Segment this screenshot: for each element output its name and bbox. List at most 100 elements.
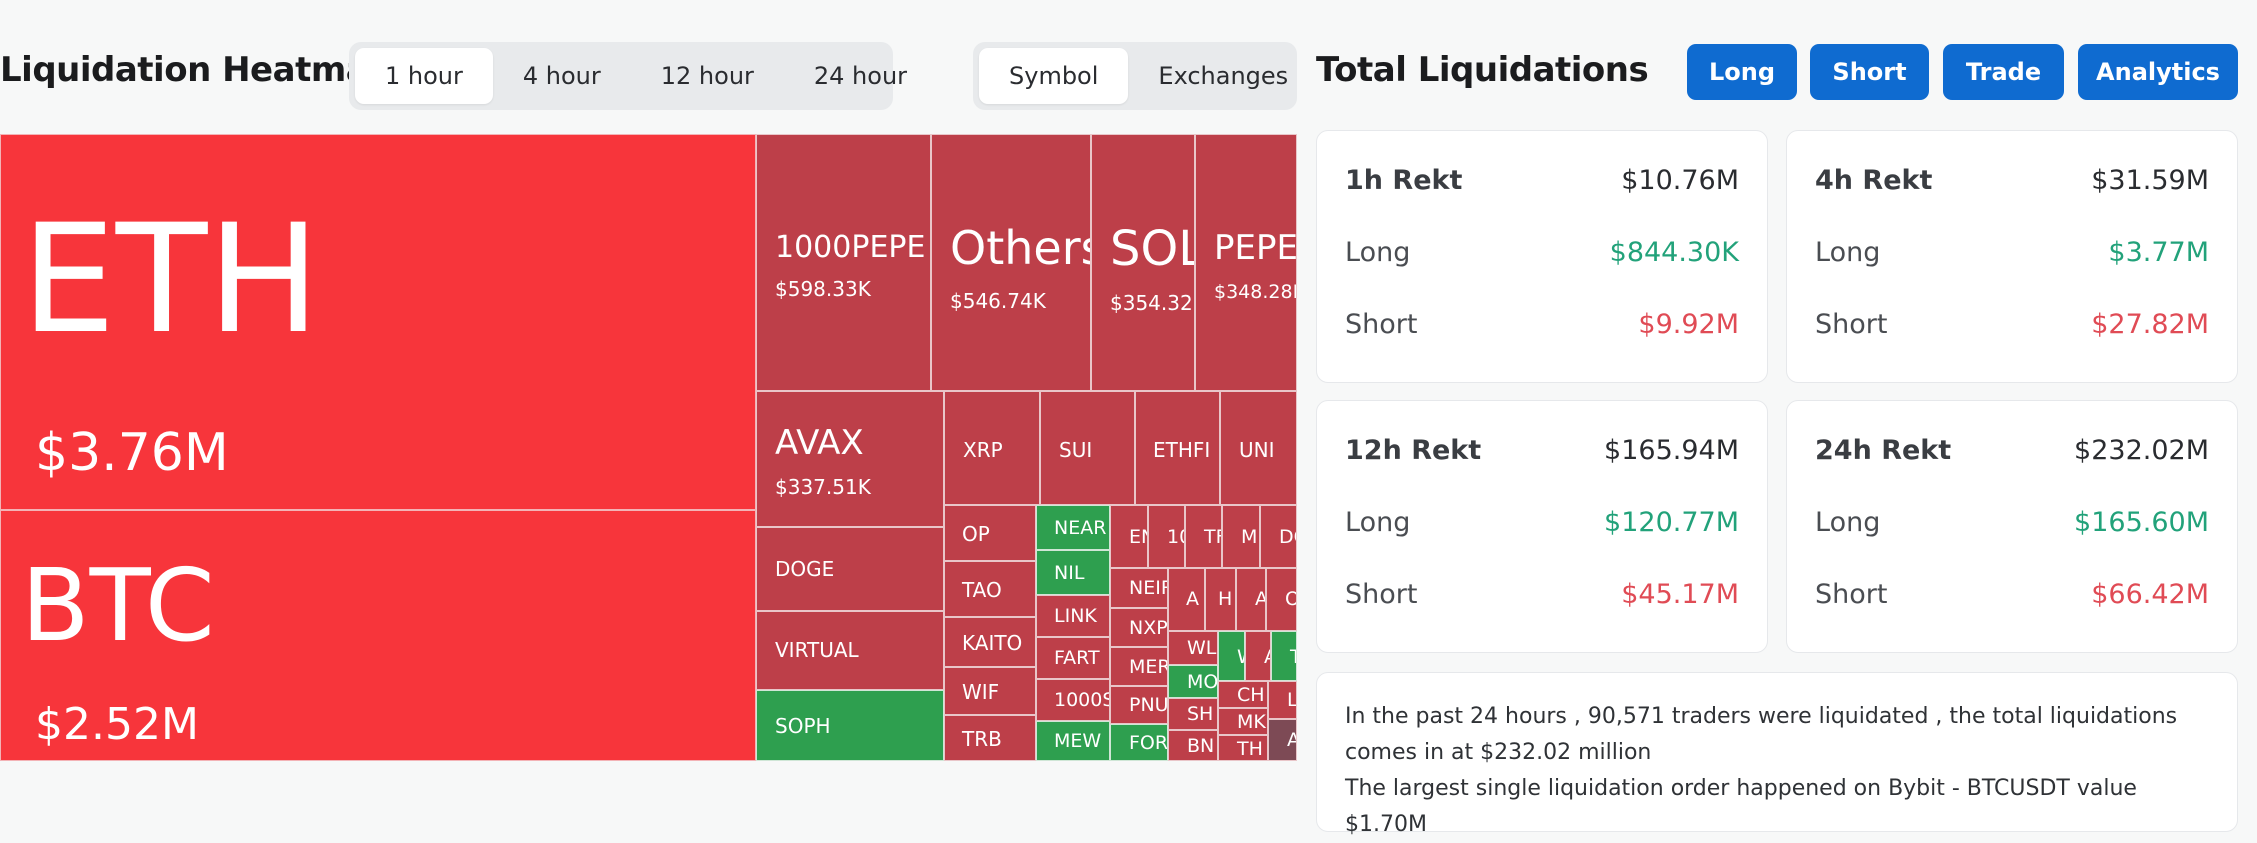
long-value: $120.77M [1604, 507, 1739, 538]
tile-symbol: VIRTUAL [775, 638, 859, 662]
heatmap-tile-1000s[interactable]: 1000S [1036, 679, 1110, 721]
long-value: $3.77M [2108, 237, 2209, 268]
heatmap-tile-avax[interactable]: AVAX $337.51K [756, 391, 944, 527]
heatmap-tile-sui[interactable]: SUI [1040, 391, 1135, 505]
heatmap-tile-1000pepe[interactable]: 1000PEPE $598.33K [756, 134, 931, 391]
heatmap-tile-btc[interactable]: BTC $2.52M [0, 510, 756, 761]
short-label: Short [1345, 309, 1418, 340]
heatmap-tile-others[interactable]: Others $546.74K [931, 134, 1091, 391]
short-label: Short [1815, 309, 1888, 340]
tile-symbol: SH [1187, 703, 1214, 725]
tile-symbol: 10 [1167, 526, 1184, 548]
heatmap-tile-small[interactable]: MK [1218, 708, 1268, 735]
rekt-total-value: $165.94M [1604, 435, 1739, 466]
heatmap-tile-tao[interactable]: TAO [944, 561, 1036, 617]
heatmap-tile-neir[interactable]: NEIR [1110, 568, 1168, 608]
heatmap-tile-small[interactable]: O [1266, 568, 1297, 631]
tab-12-hour[interactable]: 12 hour [660, 62, 754, 90]
rekt-card-4h: 4h Rekt $31.59M Long $3.77M Short $27.82… [1786, 130, 2238, 383]
tab-1-hour[interactable]: 1 hour [355, 48, 493, 104]
tile-symbol: L [1287, 689, 1297, 711]
heatmap-tile-for[interactable]: FOR [1110, 724, 1168, 761]
heatmap-tile-trb[interactable]: TRB [944, 715, 1036, 761]
tile-value: $2.52M [35, 699, 199, 750]
heatmap-tile-pnu[interactable]: PNU [1110, 686, 1168, 724]
heatmap-tile-small[interactable]: DO [1260, 505, 1297, 568]
tile-value: $348.28K [1214, 281, 1297, 303]
heatmap-tile-small[interactable]: A [1245, 631, 1271, 681]
heatmap-tile-mer[interactable]: MER [1110, 647, 1168, 686]
heatmap-tile-kaito[interactable]: KAITO [944, 617, 1036, 667]
trade-button[interactable]: Trade [1943, 44, 2064, 100]
heatmap-tile-pepe[interactable]: PEPE $348.28K [1195, 134, 1297, 391]
heatmap-title: Liquidation Heatmap [0, 50, 393, 90]
tile-symbol: LINK [1054, 605, 1097, 627]
heatmap-tile-xrp[interactable]: XRP [944, 391, 1040, 505]
long-button[interactable]: Long [1687, 44, 1797, 100]
tile-symbol: TF [1204, 526, 1221, 548]
heatmap-tile-mo[interactable]: MO [1168, 665, 1218, 698]
long-label: Long [1345, 237, 1411, 268]
tab-4-hour[interactable]: 4 hour [522, 62, 601, 90]
tile-symbol: PNU [1129, 694, 1168, 716]
heatmap-tile-sol[interactable]: SOL $354.32K [1091, 134, 1195, 391]
heatmap-tile-wl[interactable]: WL [1168, 631, 1218, 665]
analytics-button[interactable]: Analytics [2078, 44, 2238, 100]
heatmap-tile-small[interactable]: M [1222, 505, 1260, 568]
tile-symbol: SOL [1110, 221, 1194, 277]
total-liquidations-title: Total Liquidations [1316, 50, 1649, 90]
heatmap-tile-small[interactable]: A [1268, 719, 1297, 761]
tab-24-hour[interactable]: 24 hour [813, 62, 908, 90]
heatmap-tile-ethfi[interactable]: ETHFI [1135, 391, 1220, 505]
rekt-period-label: 4h Rekt [1815, 165, 1933, 196]
heatmap-tile-wif[interactable]: WIF [944, 667, 1036, 715]
heatmap-tile-doge[interactable]: DOGE [756, 527, 944, 611]
tile-value: $546.74K [950, 289, 1046, 313]
heatmap-tile-nil[interactable]: NIL [1036, 550, 1110, 595]
tile-symbol: NXP [1129, 617, 1168, 639]
heatmap-tile-small[interactable]: T [1271, 631, 1297, 681]
heatmap-tile-small[interactable]: CH [1218, 681, 1268, 708]
heatmap-tile-soph[interactable]: SOPH [756, 690, 944, 761]
heatmap-tile-sh[interactable]: SH [1168, 698, 1218, 730]
rekt-total-value: $232.02M [2074, 435, 2209, 466]
heatmap-tile-virtual[interactable]: VIRTUAL [756, 611, 944, 690]
tile-symbol: AVAX [775, 423, 864, 463]
tile-symbol: MK [1237, 711, 1266, 733]
heatmap-tile-small[interactable]: A [1168, 568, 1205, 631]
long-value: $165.60M [2074, 507, 2209, 538]
heatmap-tile-uni[interactable]: UNI [1220, 391, 1297, 505]
tile-symbol: WL [1187, 637, 1217, 659]
tab-exchanges[interactable]: Exchanges [1158, 62, 1289, 90]
rekt-total-value: $10.76M [1621, 165, 1739, 196]
tile-symbol: CH [1237, 684, 1265, 706]
tile-value: $598.33K [775, 277, 871, 301]
heatmap-tile-eth[interactable]: ETH $3.76M [0, 134, 756, 510]
heatmap-tile-small[interactable]: 10 [1148, 505, 1185, 568]
heatmap-tile-small[interactable]: A [1236, 568, 1266, 631]
tab-symbol[interactable]: Symbol [979, 48, 1129, 104]
heatmap-tile-op[interactable]: OP [944, 505, 1036, 561]
heatmap-tile-mew[interactable]: MEW [1036, 721, 1110, 761]
tile-symbol: DOGE [775, 557, 835, 581]
heatmap-tile-small[interactable]: H [1205, 568, 1236, 631]
rekt-period-label: 24h Rekt [1815, 435, 1952, 466]
tile-symbol: TRB [962, 727, 1002, 751]
tile-symbol: ETH [21, 193, 321, 367]
heatmap-tile-nxp[interactable]: NXP [1110, 608, 1168, 647]
heatmap-tile-small[interactable]: TF [1185, 505, 1222, 568]
short-button[interactable]: Short [1810, 44, 1929, 100]
heatmap-tile-near[interactable]: NEAR [1036, 505, 1110, 550]
heatmap-tile-fart[interactable]: FART [1036, 637, 1110, 679]
heatmap-tile-small[interactable]: L [1268, 681, 1297, 719]
short-label: Short [1815, 579, 1888, 610]
heatmap-tile-link[interactable]: LINK [1036, 595, 1110, 637]
heatmap-tile-small[interactable]: W [1218, 631, 1245, 681]
heatmap-tile-small[interactable]: EN [1110, 505, 1148, 568]
tile-symbol: FOR [1129, 732, 1168, 754]
tile-symbol: UNI [1239, 438, 1275, 462]
heatmap-tile-small[interactable]: TH [1218, 735, 1268, 761]
time-range-tabs: 1 hour 4 hour 12 hour 24 hour [349, 42, 907, 110]
short-value: $45.17M [1621, 579, 1739, 610]
heatmap-tile-bn[interactable]: BN [1168, 730, 1218, 761]
